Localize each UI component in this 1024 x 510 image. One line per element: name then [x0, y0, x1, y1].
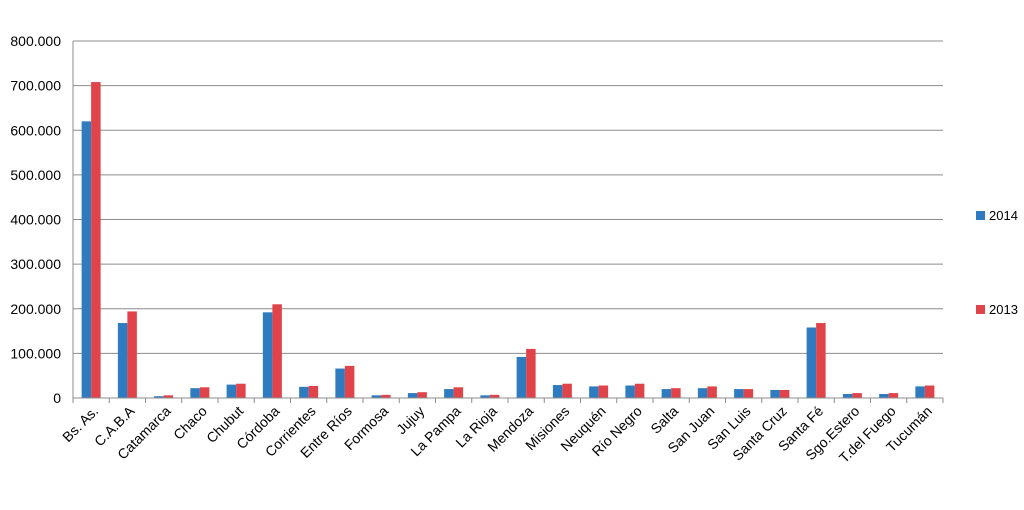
bar-2013-15 — [634, 383, 645, 398]
bar-2013-23 — [924, 385, 935, 398]
bar-2013-10 — [453, 387, 464, 398]
bar-2014-14 — [589, 386, 599, 398]
bar-2013-16 — [671, 388, 681, 398]
legend-label-2013: 2013 — [989, 302, 1018, 317]
bar-2013-11 — [489, 394, 500, 398]
bar-2014-22 — [879, 393, 889, 398]
bar-2013-9 — [417, 392, 427, 398]
y-tick-label: 500.000 — [10, 167, 61, 183]
bar-2014-3 — [190, 388, 200, 398]
bar-2013-3 — [199, 387, 210, 398]
y-tick-label: 300.000 — [10, 256, 61, 272]
x-axis-tick-labels: Bs. As.C.A.B.ACatamarcaChacoChubutCórdob… — [59, 402, 935, 466]
bar-2014-20 — [806, 327, 817, 398]
bar-2014-23 — [915, 386, 925, 398]
bar-2013-0 — [91, 82, 101, 399]
bar-2014-18 — [734, 389, 744, 398]
bar-2013-18 — [743, 389, 754, 398]
bar-2014-10 — [444, 389, 454, 398]
bar-2013-4 — [236, 383, 246, 398]
bar-2013-5 — [272, 304, 282, 398]
bar-2014-17 — [697, 388, 708, 398]
y-tick-label: 200.000 — [10, 301, 61, 317]
legend-swatch-2013 — [976, 305, 985, 314]
bar-2013-12 — [526, 348, 536, 398]
legend-label-2014: 2014 — [989, 208, 1018, 223]
bar-2013-17 — [707, 386, 717, 398]
bar-2014-21 — [842, 393, 853, 398]
bar-2013-13 — [562, 383, 572, 398]
y-tick-label: 600.000 — [10, 122, 61, 138]
bar-2013-19 — [779, 389, 790, 398]
bars — [81, 82, 935, 399]
bar-2013-7 — [344, 365, 355, 398]
y-tick-label: 700.000 — [10, 78, 61, 94]
bar-2014-0 — [81, 121, 92, 398]
bar-2014-4 — [226, 384, 237, 398]
bar-2014-1 — [117, 323, 128, 398]
legend: 2014 2013 — [976, 208, 1018, 317]
bar-2014-11 — [480, 395, 490, 398]
axes — [72, 41, 944, 403]
bar-2013-20 — [816, 323, 826, 398]
bar-2014-12 — [516, 356, 527, 398]
bar-2013-8 — [381, 394, 391, 398]
bar-2013-6 — [308, 385, 319, 398]
bar-2013-2 — [163, 395, 174, 398]
bar-2014-5 — [262, 312, 273, 398]
bar-2014-6 — [299, 386, 309, 398]
bar-2014-13 — [552, 385, 563, 398]
bar-2013-14 — [598, 385, 609, 398]
bar-2014-16 — [661, 389, 672, 398]
bar-2014-9 — [407, 393, 418, 398]
bar-2013-22 — [888, 393, 899, 398]
y-tick-label: 100.000 — [10, 345, 61, 361]
y-tick-label: 0 — [53, 390, 61, 406]
bar-2013-1 — [127, 311, 137, 398]
y-axis-tick-labels: 0 100.000 200.000 300.000 400.000 500.000 600.… — [10, 33, 61, 406]
legend-swatch-2014 — [976, 211, 985, 220]
bar-2014-8 — [371, 395, 382, 398]
y-tick-label: 800.000 — [10, 33, 61, 49]
bar-2013-21 — [852, 393, 862, 398]
gridlines — [73, 40, 943, 354]
y-tick-label: 400.000 — [10, 212, 61, 228]
bar-2014-7 — [335, 368, 345, 398]
bar-2014-15 — [625, 385, 635, 398]
bar-2014-2 — [154, 396, 164, 398]
bar-2014-19 — [770, 389, 780, 398]
